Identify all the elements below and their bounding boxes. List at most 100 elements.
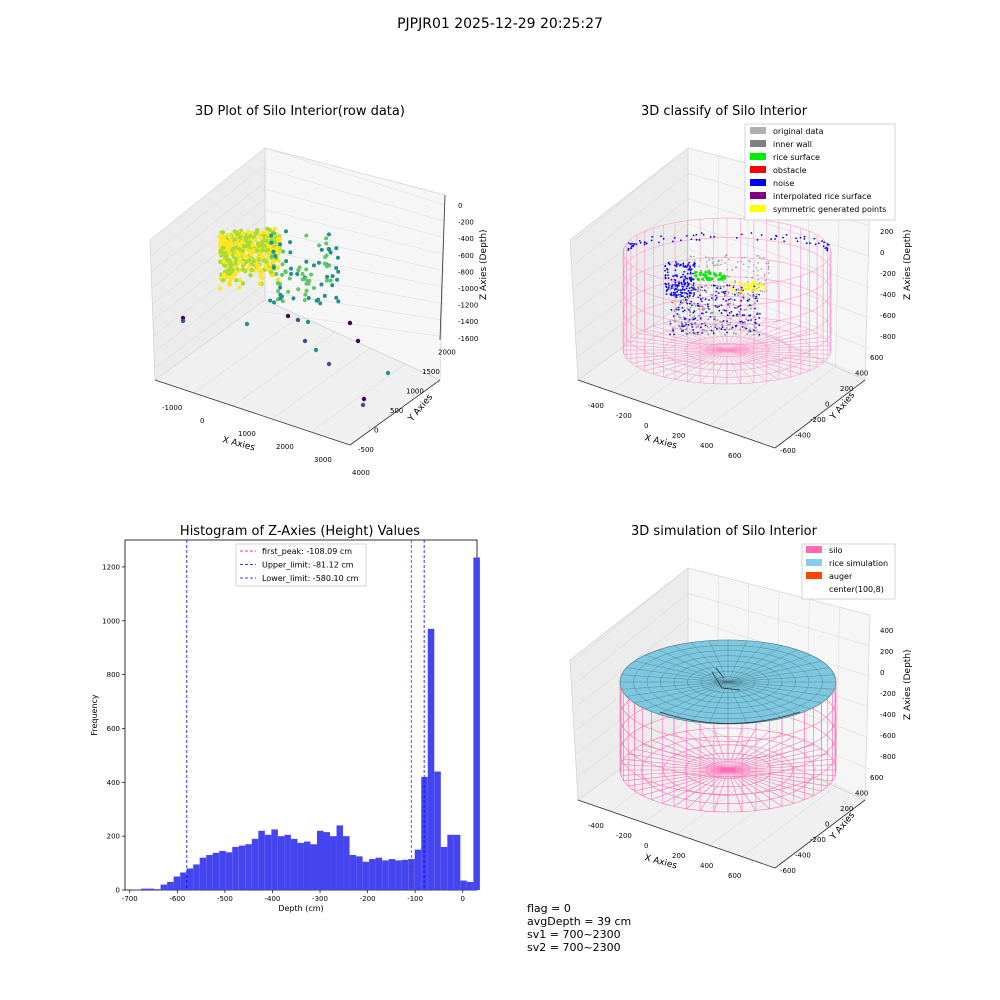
symmetric-point	[763, 287, 766, 290]
original-point	[759, 256, 761, 259]
silo-floor-spoke	[726, 349, 824, 364]
scatter-point	[716, 319, 719, 322]
histogram-ytick: 200	[107, 833, 120, 841]
noise-point	[680, 239, 682, 242]
scatter-point	[689, 314, 692, 317]
scatter-point	[317, 243, 322, 248]
scatter-point	[710, 325, 712, 328]
histogram-xtick: -700	[122, 895, 138, 903]
panel4-xtick: 200	[672, 852, 685, 860]
noise-point	[688, 267, 691, 270]
symmetric-point	[760, 282, 764, 285]
scatter-point	[288, 250, 293, 255]
noise-point	[678, 282, 681, 285]
scatter-point	[701, 297, 703, 300]
panel2-ztick: 0	[880, 249, 884, 257]
original-point	[734, 281, 736, 284]
panel1-xtick: 3000	[314, 456, 332, 464]
scatter-point	[712, 330, 715, 333]
panel1-ytick: 1000	[406, 388, 424, 396]
scatter-point	[672, 329, 675, 332]
scatter-point	[712, 284, 715, 287]
silo-floor-spoke	[663, 322, 728, 351]
legend-label: rice simulation	[829, 559, 888, 568]
scatter-point	[740, 299, 743, 302]
scatter-point	[739, 308, 742, 311]
silo-floor-spoke	[686, 769, 729, 810]
legend-label: rice surface	[773, 153, 820, 162]
scatter-point	[246, 234, 252, 240]
panel1-ztick: 0	[458, 202, 462, 210]
scatter-point	[326, 246, 331, 251]
histogram-bar	[225, 852, 233, 890]
symmetric-point	[733, 289, 737, 292]
legend-swatch	[806, 546, 822, 553]
original-point	[708, 259, 711, 261]
scatter-point	[316, 297, 321, 302]
noise-point	[692, 284, 695, 287]
scatter-point	[693, 315, 696, 318]
avg-depth-readout: avgDepth = 39 cm	[527, 915, 632, 928]
scatter-point	[705, 284, 708, 287]
scatter-point	[326, 232, 331, 237]
noise-point	[629, 243, 632, 246]
scatter-point	[696, 296, 699, 299]
panel2-legend	[744, 123, 896, 221]
scatter-point	[268, 298, 273, 303]
original-point	[713, 264, 715, 266]
surface-mesh-spoke	[626, 681, 729, 697]
noise-point	[631, 242, 634, 245]
noise-point	[683, 265, 686, 268]
original-point	[742, 294, 745, 296]
noise-point	[686, 265, 689, 267]
histogram-xtick: -400	[265, 895, 281, 903]
silo-floor-spoke	[662, 736, 729, 771]
scatter-point	[309, 272, 314, 277]
noise-point	[674, 285, 677, 287]
scatter-point	[687, 296, 690, 299]
silo-floor-spoke	[636, 332, 728, 351]
noise-point	[638, 239, 641, 242]
scatter-point	[739, 321, 741, 323]
scatter-point	[677, 308, 680, 311]
scatter-point	[710, 293, 712, 296]
scatter-point	[732, 332, 735, 334]
scatter-point	[750, 319, 752, 321]
scatter-point	[679, 316, 682, 319]
silo-floor-spoke	[626, 349, 728, 360]
noise-point	[783, 240, 786, 243]
scatter-point	[304, 259, 309, 264]
original-point	[763, 256, 765, 259]
scatter-point	[360, 402, 366, 408]
noise-point	[681, 285, 684, 288]
scatter-point	[280, 249, 285, 254]
scatter-point	[311, 263, 316, 268]
scatter-point	[278, 242, 283, 247]
scatter-point	[259, 248, 265, 253]
silo-floor-spoke	[726, 349, 828, 360]
symmetric-point	[747, 287, 750, 290]
scatter-point	[683, 285, 686, 288]
scatter-point	[243, 235, 248, 240]
noise-point	[690, 268, 693, 271]
noise-point	[627, 242, 630, 245]
scatter-point	[272, 231, 277, 236]
scatter-point	[228, 275, 233, 281]
noise-point	[693, 291, 696, 294]
scatter-point	[748, 328, 751, 331]
scatter-point	[716, 306, 719, 309]
noise-point	[821, 240, 823, 243]
scatter-point	[719, 320, 722, 323]
scatter-point	[724, 328, 726, 331]
original-point	[757, 255, 760, 257]
scatter-point	[676, 291, 679, 293]
surface-mesh-spoke	[645, 654, 729, 683]
noise-point	[681, 288, 684, 291]
histogram-bar	[473, 557, 480, 890]
scatter-point	[228, 259, 233, 265]
histogram-ytick: 0	[116, 887, 120, 895]
original-point	[752, 270, 755, 273]
scatter-point	[688, 308, 690, 311]
scatter-point	[701, 328, 704, 331]
original-point	[693, 259, 696, 262]
